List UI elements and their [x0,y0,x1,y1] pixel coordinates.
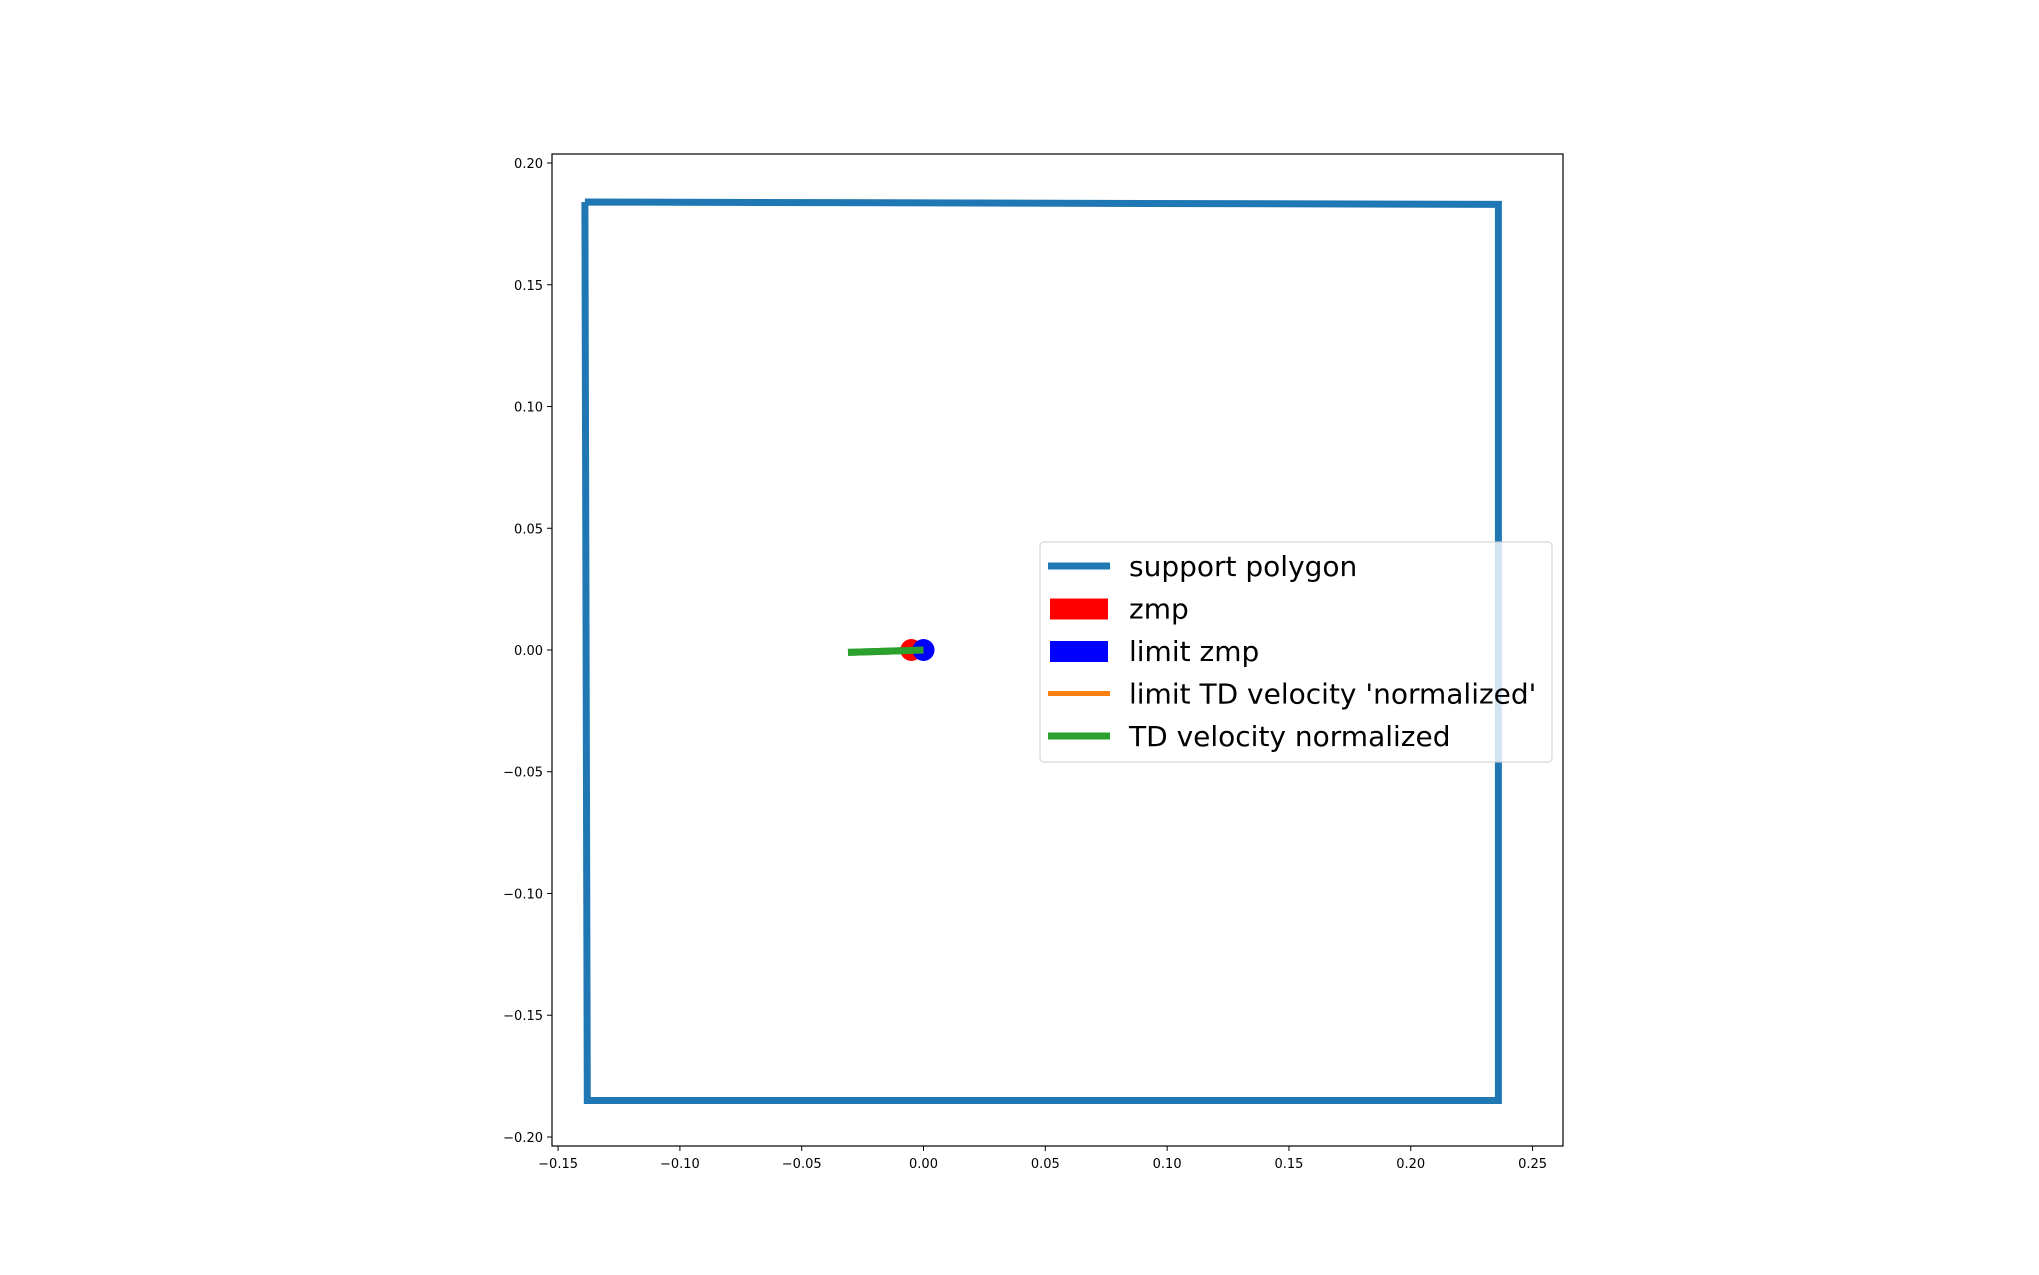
x-tick-label: 0.20 [1396,1157,1425,1172]
x-tick-label: −0.05 [782,1157,822,1172]
y-tick-label: 0.20 [514,157,543,172]
y-tick-label: 0.00 [514,644,543,659]
y-tick-label: 0.10 [514,401,543,416]
series-line-0 [581,198,1502,1104]
y-tick-label: −0.05 [503,766,543,781]
series-point-2 [912,639,935,661]
y-tick-label: 0.05 [514,522,543,537]
y-axis: 0.20 0.15 0.10 0.05 0.00 −0.05 −0.10 −0.15 −0.20 [503,157,552,1146]
x-tick-label: 0.05 [1031,1157,1060,1172]
x-tick-label: −0.15 [538,1157,578,1172]
legend: support polygon zmp limit zmp limit TD velo… [1039,541,1553,763]
x-tick-label: −0.10 [660,1157,700,1172]
legend-label: zmp [1129,593,1189,626]
x-tick-label: 0.00 [909,1157,938,1172]
y-tick-label: −0.20 [503,1131,543,1146]
y-tick-label: 0.15 [514,279,543,294]
y-tick-label: −0.10 [503,887,543,902]
x-axis: −0.15 −0.10 −0.05 0.00 0.05 0.10 0.15 0.20 0.25 [538,1146,1547,1172]
legend-box [1039,541,1553,763]
x-tick-label: 0.25 [1518,1157,1547,1172]
y-tick-label: −0.15 [503,1009,543,1024]
legend-swatch [1050,598,1108,620]
x-tick-label: 0.10 [1153,1157,1182,1172]
legend-swatch [1050,641,1108,662]
legend-label: TD velocity normalized [1128,720,1450,753]
legend-label: support polygon [1129,550,1357,583]
legend-label: limit zmp [1129,635,1259,668]
legend-label: limit TD velocity 'normalized' [1129,678,1536,711]
x-tick-label: 0.15 [1274,1157,1303,1172]
velocity-line-top [847,646,924,656]
